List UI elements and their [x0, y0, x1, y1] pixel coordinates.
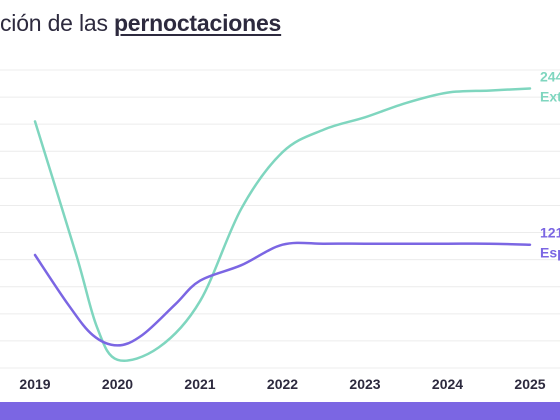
series-end-labels: 244 Ext 121 Esp: [540, 68, 560, 260]
x-tick-label: 2019: [19, 376, 50, 392]
series-end-name: Esp: [540, 245, 560, 261]
series-end-value: 121: [540, 225, 560, 241]
chart-title-highlight: pernoctaciones: [113, 10, 282, 36]
x-tick-label: 2023: [349, 376, 380, 392]
series-line-esp: [33, 241, 532, 347]
x-tick-label: 2024: [432, 376, 463, 392]
footer-bar: [0, 402, 560, 420]
x-tick-label: 2025: [514, 376, 545, 392]
chart-title-prefix: ción de las: [0, 10, 114, 36]
series-end-name: Ext: [540, 88, 560, 104]
chart-title: ción de las pernoctaciones: [0, 10, 281, 37]
x-tick-label: 2020: [102, 376, 133, 392]
series-end-value: 244: [540, 68, 560, 84]
x-axis-ticks: 2019 2020 2021 2022 2023 2024 2025: [19, 376, 545, 392]
grid-lines: [0, 69, 560, 369]
series-line-ext: [33, 87, 532, 362]
series-lines: [33, 87, 532, 362]
x-tick-label: 2021: [184, 376, 215, 392]
x-tick-label: 2022: [267, 376, 298, 392]
